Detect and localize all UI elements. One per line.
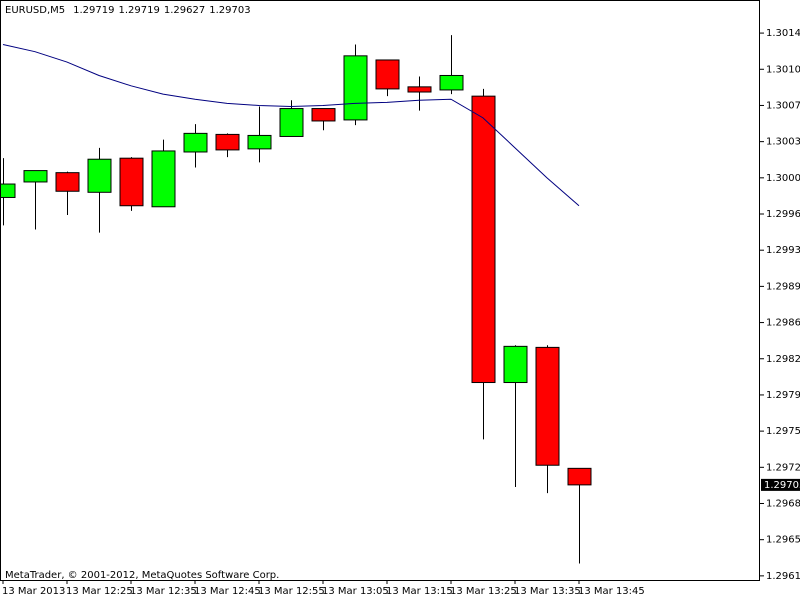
y-tick-label: 1.29965: [766, 209, 800, 220]
candle-body: [311, 108, 336, 122]
plot-frame: [0, 0, 760, 581]
y-tick-label: 1.30070: [766, 100, 800, 111]
candle-body: [1, 183, 16, 198]
candle-body: [279, 108, 304, 137]
current-price-box: [761, 478, 800, 491]
x-tick-label: 13 Mar 13:45: [578, 586, 645, 597]
x-tick-label: 13 Mar 13:25: [450, 586, 517, 597]
moving-average: [2, 43, 580, 207]
candle-body: [503, 345, 528, 384]
x-tick-label: 13 Mar 12:55: [258, 586, 325, 597]
y-tick-label: 1.29860: [766, 318, 800, 329]
header-low: 1.29627: [164, 5, 205, 16]
y-tick-label: 1.29755: [766, 426, 800, 437]
y-tick-label: 1.29615: [766, 571, 800, 582]
axes: 1.30140 1.30105 1.30070 1.30035 1.30000 1.299…: [2, 28, 800, 597]
y-tick-label: 1.29720: [766, 462, 800, 473]
candle-body: [215, 133, 240, 151]
candle-body: [151, 150, 176, 208]
x-tick-label: 13 Mar 13:05: [322, 586, 389, 597]
candle-body: [247, 134, 272, 150]
candle-body: [183, 132, 208, 153]
candle-body: [343, 55, 368, 121]
candle-body: [375, 59, 400, 90]
y-tick-label: 1.30000: [766, 173, 800, 184]
plot-area: [1, 35, 592, 564]
candle-body: [471, 95, 496, 384]
y-tick-label: 1.30140: [766, 28, 800, 39]
y-tick-label: 1.29825: [766, 354, 800, 365]
x-tick-label: 13 Mar 13:35: [514, 586, 581, 597]
x-tick-label: 13 Mar 12:45: [194, 586, 261, 597]
candle-body: [23, 170, 48, 183]
candle-body: [55, 172, 80, 192]
y-tick-label: 1.30105: [766, 64, 800, 75]
y-tick-label: 1.30035: [766, 137, 800, 148]
y-tick-label: 1.29790: [766, 390, 800, 401]
header-high: 1.29719: [118, 5, 159, 16]
x-tick-label: 13 Mar 13:15: [386, 586, 453, 597]
current-price-label: 1.29703: [764, 480, 800, 491]
chart-title: EURUSD,M5: [5, 5, 65, 16]
candle-body: [535, 346, 560, 466]
header-close: 1.29703: [209, 5, 250, 16]
x-tick-label: 13 Mar 12:35: [130, 586, 197, 597]
candle-body: [87, 158, 112, 193]
y-tick-label: 1.29930: [766, 245, 800, 256]
footer: MetaTrader, © 2001-2012, MetaQuotes Soft…: [5, 570, 279, 581]
candle-body: [439, 74, 464, 91]
chart-header: EURUSD,M5 1.29719 1.29719 1.29627 1.29703: [5, 5, 251, 16]
candle-body: [119, 157, 144, 207]
x-tick-label: 13 Mar 2013: [2, 586, 65, 597]
y-tick-label: 1.29650: [766, 535, 800, 546]
candle-body: [567, 467, 592, 486]
header-open: 1.29719: [73, 5, 114, 16]
candle-body: [407, 86, 432, 93]
y-tick-label: 1.29685: [766, 498, 800, 509]
x-tick-label: 13 Mar 12:25: [66, 586, 133, 597]
y-tick-label: 1.29895: [766, 281, 800, 292]
